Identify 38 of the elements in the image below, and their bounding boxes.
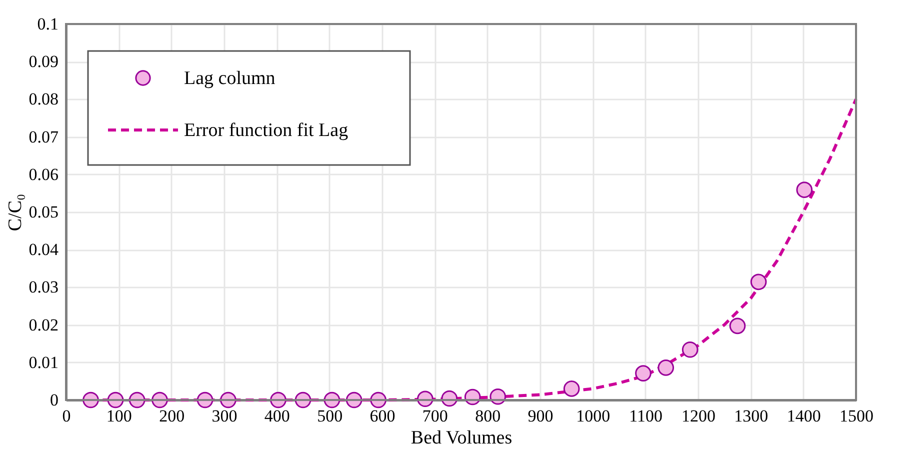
x-tick-label: 800 [475, 406, 501, 426]
point [563, 380, 580, 397]
x-tick-label: 1500 [840, 406, 874, 426]
y-tick-label: 0.1 [37, 14, 58, 34]
point [682, 341, 698, 358]
point [729, 318, 746, 334]
y-tick-label: 0.04 [28, 240, 59, 260]
y-tick-label: 0.06 [28, 164, 58, 184]
legend-label: Lag column [184, 68, 276, 89]
point [750, 274, 767, 290]
x-axis-title: Bed Volumes [410, 428, 512, 448]
x-tick-label: 1300 [734, 406, 768, 426]
x-tick-label: 1200 [682, 406, 716, 426]
y-tick-label: 0 [50, 390, 58, 410]
legend-label: Error function fit Lag [184, 120, 349, 141]
y-tick-label: 0.05 [28, 202, 58, 222]
x-tick-label: 600 [370, 406, 396, 426]
x-tick-label: 1000 [576, 406, 610, 426]
x-tick-label: 300 [212, 406, 238, 426]
point [796, 182, 813, 198]
x-tick-label: 1400 [786, 406, 821, 426]
x-tick-label: 400 [264, 406, 290, 426]
y-tick-label: 0.02 [28, 315, 58, 334]
point [658, 360, 674, 376]
x-tick-label: 900 [528, 406, 554, 426]
point [635, 365, 652, 382]
y-tick-label: 0.03 [28, 278, 58, 297]
x-tick-label: 200 [159, 406, 185, 426]
y-axis-title: C/C₀ [4, 194, 26, 232]
x-tick-label: 500 [317, 406, 343, 426]
y-tick-label: 0.01 [28, 352, 58, 372]
x-tick-label: 1100 [629, 406, 663, 426]
y-tick-label: 0.07 [28, 127, 59, 146]
y-tick-label: 0.08 [28, 90, 58, 109]
x-tick-label: 0 [62, 406, 71, 426]
y-tick-label: 0.09 [28, 52, 58, 72]
x-tick-label: 100 [106, 406, 132, 426]
x-tick-label: 700 [422, 406, 448, 426]
